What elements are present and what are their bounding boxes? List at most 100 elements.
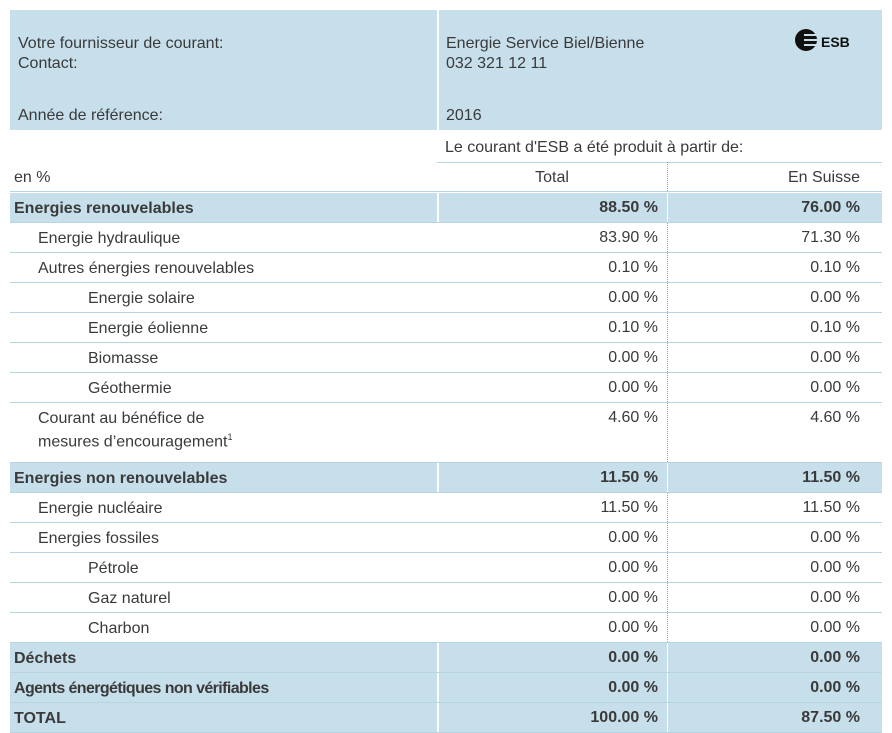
column-separator [437, 463, 439, 492]
total-value: 100.00 % [590, 709, 658, 726]
supplier: Energie Service Biel/Bienne [446, 35, 645, 52]
table-row: Pétrole 0.00 % 0.00 % [10, 553, 882, 583]
row-label: Biomasse [88, 350, 159, 367]
total-value: 0.00 % [608, 679, 658, 696]
column-header-row: en % Total En Suisse [10, 162, 882, 192]
swiss-value: 0.00 % [810, 289, 860, 306]
column-separator [437, 673, 439, 702]
swiss-value: 87.50 % [801, 709, 860, 726]
swiss-value: 0.00 % [810, 559, 860, 576]
swiss-value: 0.00 % [810, 529, 860, 546]
column-separator [667, 223, 668, 252]
table-row: Géothermie 0.00 % 0.00 % [10, 373, 882, 403]
swiss-value: 0.00 % [810, 679, 860, 696]
table-row: Charbon 0.00 % 0.00 % [10, 613, 882, 643]
table-row: Autres énergies renouvelables 0.10 % 0.10 … [10, 253, 882, 283]
column-separator [667, 703, 668, 732]
caption: Le courant d'ESB a été produit à partir … [445, 139, 744, 156]
column-separator [667, 193, 668, 222]
contact-label: Contact: [18, 55, 78, 72]
total-value: 83.90 % [599, 229, 658, 246]
year-label: Année de référence: [18, 107, 163, 124]
total-value: 88.50 % [599, 199, 658, 216]
row-label: Pétrole [88, 560, 139, 577]
swiss-value: 0.00 % [810, 619, 860, 636]
total-value: 0.00 % [608, 379, 658, 396]
row-label: Géothermie [88, 380, 172, 397]
row-label: Gaz naturel [88, 590, 171, 607]
total-value: 0.10 % [608, 259, 658, 276]
column-separator [667, 343, 668, 372]
swiss-value: 11.50 % [802, 469, 860, 486]
total-value: 11.50 % [600, 469, 658, 486]
total-value: 0.10 % [608, 319, 658, 336]
swiss-value: 0.10 % [810, 319, 860, 336]
row-label: Energie éolienne [88, 320, 209, 337]
supplier-label: Votre fournisseur de courant: [18, 35, 224, 52]
row-label: TOTAL [14, 710, 66, 727]
column-separator [667, 523, 668, 552]
swiss-value: 4.60 % [810, 409, 860, 426]
table-row: Déchets 0.00 % 0.00 % [10, 643, 882, 673]
table-row: Agents énergétiques non vérifiables 0.00 … [10, 673, 882, 703]
total-value: 11.50 % [600, 499, 658, 516]
swiss-value: 11.50 % [802, 499, 860, 516]
row-label-line: mesures d’encouragement1 [38, 428, 232, 451]
column-separator [667, 253, 668, 282]
table-row: Gaz naturel 0.00 % 0.00 % [10, 583, 882, 613]
row-label-line: Courant au bénéfice de [38, 410, 205, 427]
year: 2016 [446, 107, 482, 124]
logo: ESB [795, 29, 850, 51]
column-separator [667, 613, 668, 642]
column-separator [667, 583, 668, 612]
total-value: 0.00 % [608, 559, 658, 576]
row-label: Energies fossiles [38, 530, 159, 547]
table-row: Energies fossiles 0.00 % 0.00 % [10, 523, 882, 553]
table-row: TOTAL 100.00 % 87.50 % [10, 703, 882, 733]
column-header: En Suisse [787, 169, 860, 186]
row-label: Charbon [88, 620, 150, 637]
column-separator [667, 162, 668, 191]
header: Votre fournisseur de courant: Contact: A… [10, 10, 882, 130]
caption-row: Le courant d'ESB a été produit à partir … [437, 132, 882, 163]
total-value: 0.00 % [608, 289, 658, 306]
total-value: 4.60 % [608, 409, 658, 426]
total-value: 0.00 % [608, 589, 658, 606]
contact: 032 321 12 11 [446, 55, 548, 72]
row-label: Agents énergétiques non vérifiables [14, 680, 269, 697]
column-separator [667, 643, 668, 672]
column-separator [437, 703, 439, 732]
column-separator [667, 493, 668, 522]
total-value: 0.00 % [608, 649, 658, 666]
column-separator [667, 373, 668, 402]
row-label-text: mesures d’encouragement [38, 433, 228, 451]
total-value: 0.00 % [608, 349, 658, 366]
swiss-value: 0.00 % [810, 349, 860, 366]
row-label: Energie hydraulique [38, 230, 181, 247]
row-label: Courant au bénéfice de mesures d’encourag… [38, 409, 232, 451]
column-separator [667, 673, 668, 702]
table-row: Energies renouvelables 88.50 % 76.00 % [10, 193, 882, 223]
column-separator [667, 463, 668, 492]
table-row: Energie éolienne 0.10 % 0.10 % [10, 313, 882, 343]
row-label: Energies renouvelables [14, 200, 194, 217]
separator [437, 10, 439, 130]
swiss-value: 0.10 % [810, 259, 860, 276]
table-row: Energie solaire 0.00 % 0.00 % [10, 283, 882, 313]
column-separator [667, 403, 668, 462]
column-separator [437, 643, 439, 672]
logo-lines [804, 34, 818, 46]
row-label: Energie nucléaire [38, 500, 163, 517]
column-separator [667, 313, 668, 342]
swiss-value: 0.00 % [810, 649, 860, 666]
column-separator [667, 283, 668, 312]
row-label: Déchets [14, 650, 77, 667]
swiss-value: 76.00 % [801, 199, 860, 216]
column-header: Total [535, 169, 569, 186]
swiss-value: 0.00 % [810, 379, 860, 396]
row-label: Autres énergies renouvelables [38, 260, 255, 277]
total-value: 0.00 % [608, 619, 658, 636]
table-row: Energies non renouvelables 11.50 % 11.50 % [10, 463, 882, 493]
footnote-mark: 1 [227, 432, 233, 442]
